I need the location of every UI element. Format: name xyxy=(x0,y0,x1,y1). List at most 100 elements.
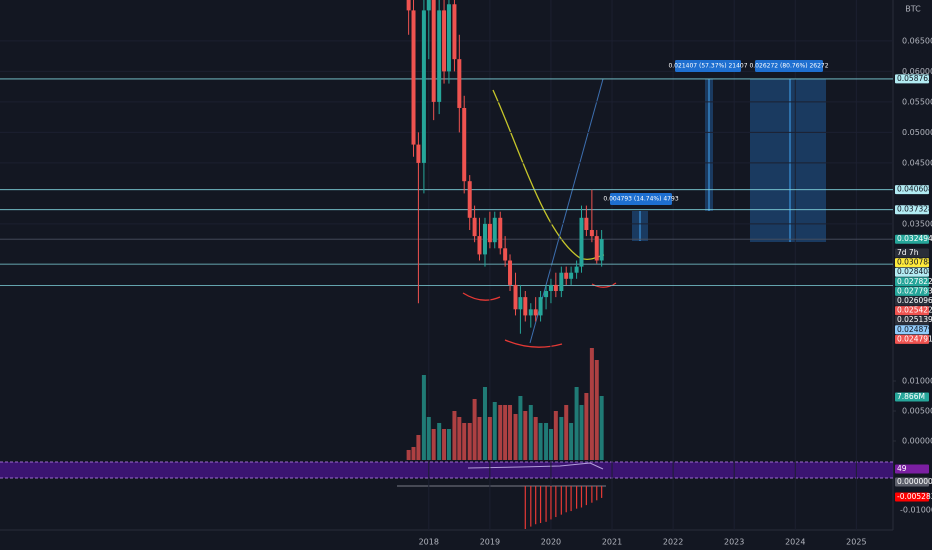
macd-bar xyxy=(596,485,598,501)
price-tag xyxy=(895,325,929,335)
price-tag-label: 0.025422 xyxy=(897,306,932,315)
price-tag-label: 0.027793 xyxy=(897,286,932,295)
macd-bar xyxy=(585,485,587,506)
x-tick-label: 2023 xyxy=(724,538,744,547)
price-tag-label: 0.030788 xyxy=(897,258,932,267)
price-tag xyxy=(895,267,929,277)
price-tag xyxy=(895,492,929,502)
volume-bar xyxy=(589,347,594,460)
candle-body xyxy=(446,4,451,72)
volume-bar xyxy=(503,404,508,460)
volume-bar xyxy=(442,428,447,460)
candle-body xyxy=(467,181,472,218)
candle-body xyxy=(538,297,543,316)
price-tag-label: 0.025139 xyxy=(897,315,932,324)
candle-body xyxy=(548,284,553,292)
candle-body xyxy=(472,217,477,237)
macd-bar xyxy=(550,485,552,520)
volume-bar xyxy=(574,386,579,460)
candle-body xyxy=(579,217,584,267)
price-tag xyxy=(895,334,929,344)
volume-bar xyxy=(584,392,589,460)
volume-bar xyxy=(544,422,549,460)
candle-body xyxy=(411,10,416,145)
candle-body xyxy=(503,248,508,261)
price-tag xyxy=(895,477,929,487)
candle-body xyxy=(442,10,447,72)
price-tag xyxy=(895,296,929,306)
candle-body xyxy=(406,0,411,11)
candle-body xyxy=(533,309,538,316)
y-tick-label: 0.045000 xyxy=(902,158,932,167)
macd-bar xyxy=(576,485,578,509)
macd-bar xyxy=(565,485,567,513)
x-tick-label: 2018 xyxy=(419,538,439,547)
rsi-band xyxy=(0,462,893,478)
candle-body xyxy=(452,4,457,60)
volume-bar xyxy=(518,395,523,460)
price-tag xyxy=(895,234,929,244)
candle-body xyxy=(528,309,533,316)
candle-body xyxy=(508,260,513,285)
volume-bar xyxy=(498,404,503,460)
price-tag-label: 0.037328 xyxy=(897,205,932,214)
price-tag-label: 0.032494 xyxy=(897,234,932,243)
price-tag xyxy=(895,74,929,84)
y-tick-label: 0.050000 xyxy=(902,128,932,137)
macd-bar xyxy=(580,485,583,508)
macd-bar xyxy=(539,485,542,524)
measure-box xyxy=(750,79,826,242)
candle-body xyxy=(421,10,426,163)
candle-body xyxy=(553,284,558,292)
x-tick-label: 2022 xyxy=(663,538,683,547)
price-tag-label: 49 xyxy=(897,464,907,473)
candle-body xyxy=(431,0,436,102)
candle-body xyxy=(569,272,574,279)
price-tag-label: 0.026096 xyxy=(897,296,932,305)
arc xyxy=(591,282,617,288)
y-tick-label: 0.035000 xyxy=(902,219,932,228)
measure-label-box xyxy=(675,60,741,72)
candle-body xyxy=(492,217,497,243)
arc xyxy=(462,292,501,301)
y-tick-label: 0.060000 xyxy=(902,67,932,76)
price-tag xyxy=(895,205,929,215)
price-tag xyxy=(895,392,929,402)
arc xyxy=(504,339,563,348)
volume-bar xyxy=(446,428,451,460)
volume-bar xyxy=(538,422,543,460)
macd-bar xyxy=(591,485,593,503)
candle-body xyxy=(599,239,604,261)
candle-body xyxy=(594,236,599,261)
volume-bar xyxy=(599,395,604,460)
volume-bar xyxy=(462,422,467,460)
macd-bar xyxy=(601,485,603,498)
price-tag-label: 0.024879 xyxy=(897,325,932,334)
volume-bar xyxy=(513,413,518,460)
volume-bar xyxy=(467,422,472,460)
candles xyxy=(406,0,604,334)
price-tag xyxy=(895,277,929,287)
macd-bar xyxy=(524,485,526,529)
candle-body xyxy=(416,144,421,163)
candle-body xyxy=(477,236,482,255)
price-tag xyxy=(895,286,929,296)
symbol: BTC xyxy=(905,5,921,14)
x-tick-label: 2019 xyxy=(480,538,500,547)
volume-bar xyxy=(487,416,492,460)
volume-bar xyxy=(579,404,584,460)
volume-tick-label: 0.005000 xyxy=(902,406,932,415)
price-tag xyxy=(895,248,929,258)
price-tag xyxy=(895,315,929,325)
candle-body xyxy=(457,59,462,108)
candle-body xyxy=(487,223,492,243)
volume-bar xyxy=(416,434,421,460)
candle-body xyxy=(462,107,467,182)
candle-body xyxy=(437,10,442,102)
volume-bar xyxy=(492,401,497,460)
volume-tick-label: 0.000000 xyxy=(902,436,932,445)
price-tag xyxy=(895,258,929,268)
price-tag xyxy=(895,464,929,474)
candle-body xyxy=(518,297,523,310)
